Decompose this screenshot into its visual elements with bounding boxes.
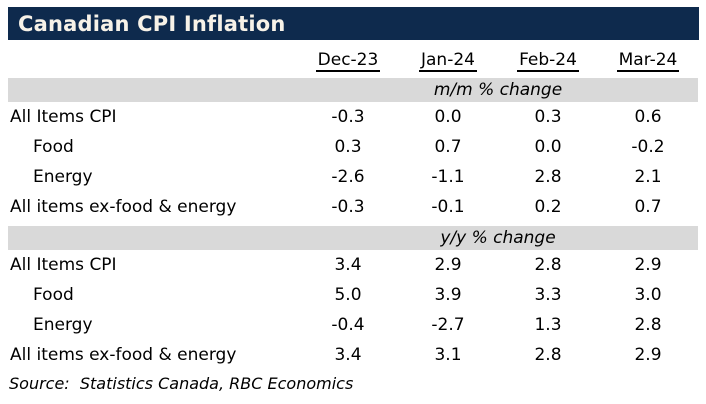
cell-value: 3.3 <box>534 285 562 305</box>
cpi-table: Dec-23 Jan-24 Feb-24 Mar-24 m/m % change… <box>8 46 698 370</box>
cell-value: 2.1 <box>634 167 662 187</box>
cell-value: 2.8 <box>534 255 562 275</box>
row-label: All Items CPI <box>10 107 117 127</box>
cell-value: 5.0 <box>334 285 362 305</box>
row-label: All items ex-food & energy <box>10 197 237 217</box>
cell-value: 0.7 <box>434 137 462 157</box>
cell-value: 0.2 <box>534 197 562 217</box>
column-header-label: Jan-24 <box>419 50 477 73</box>
row-label: Food <box>33 137 74 157</box>
cell-value: 3.0 <box>634 285 662 305</box>
cell-value: 2.9 <box>634 255 662 275</box>
column-header-row: Dec-23 Jan-24 Feb-24 Mar-24 <box>8 46 698 76</box>
column-header-jan-24: Jan-24 <box>398 50 498 73</box>
cell-value: -0.1 <box>431 197 465 217</box>
cell-value: 2.8 <box>534 167 562 187</box>
cell-value: 0.3 <box>334 137 362 157</box>
column-header-dec-23: Dec-23 <box>298 50 398 73</box>
cell-value: 0.0 <box>534 137 562 157</box>
table-row-ex-food-energy-yy: All items ex-food & energy 3.4 3.1 2.8 2… <box>8 340 698 370</box>
column-header-label: Feb-24 <box>517 50 579 73</box>
cell-value: 0.6 <box>634 107 662 127</box>
table-row-food-yy: Food 5.0 3.9 3.3 3.0 <box>8 280 698 310</box>
column-header-label: Dec-23 <box>315 50 381 73</box>
table-row-all-items-cpi-yy: All Items CPI 3.4 2.9 2.8 2.9 <box>8 250 698 280</box>
row-label: Food <box>33 285 74 305</box>
cell-value: -0.2 <box>631 137 665 157</box>
cell-value: 1.3 <box>534 315 562 335</box>
table-row-ex-food-energy-mm: All items ex-food & energy -0.3 -0.1 0.2… <box>8 192 698 222</box>
cell-value: 0.0 <box>434 107 462 127</box>
row-label: Energy <box>33 315 93 335</box>
cell-value: 2.8 <box>634 315 662 335</box>
cell-value: 3.4 <box>334 345 362 365</box>
row-label: All items ex-food & energy <box>10 345 237 365</box>
section-header-label: m/m % change <box>433 80 563 100</box>
cell-value: 2.8 <box>534 345 562 365</box>
column-header-label: Mar-24 <box>616 50 680 73</box>
table-row-all-items-cpi-mm: All Items CPI -0.3 0.0 0.3 0.6 <box>8 102 698 132</box>
cell-value: 3.1 <box>434 345 462 365</box>
cell-value: 0.3 <box>534 107 562 127</box>
table-row-food-mm: Food 0.3 0.7 0.0 -0.2 <box>8 132 698 162</box>
cell-value: -0.4 <box>331 315 365 335</box>
cell-value: 3.4 <box>334 255 362 275</box>
cell-value: -1.1 <box>431 167 465 187</box>
column-header-mar-24: Mar-24 <box>598 50 698 73</box>
row-label: Energy <box>33 167 93 187</box>
page-title: Canadian CPI Inflation <box>18 11 286 36</box>
table-row-energy-mm: Energy -2.6 -1.1 2.8 2.1 <box>8 162 698 192</box>
cell-value: -0.3 <box>331 197 365 217</box>
column-header-feb-24: Feb-24 <box>498 50 598 73</box>
cell-value: 0.7 <box>634 197 662 217</box>
cell-value: -0.3 <box>331 107 365 127</box>
cell-value: 2.9 <box>634 345 662 365</box>
cell-value: 2.9 <box>434 255 462 275</box>
cell-value: -2.7 <box>431 315 465 335</box>
section-header-label: y/y % change <box>440 228 556 248</box>
row-label: All Items CPI <box>10 255 117 275</box>
title-bar: Canadian CPI Inflation <box>8 7 699 40</box>
cell-value: -2.6 <box>331 167 365 187</box>
cell-value: 3.9 <box>434 285 462 305</box>
source-note: Source: Statistics Canada, RBC Economics <box>9 374 354 393</box>
section-header-yy-change: y/y % change <box>8 226 698 250</box>
section-header-mm-change: m/m % change <box>8 78 698 102</box>
table-row-energy-yy: Energy -0.4 -2.7 1.3 2.8 <box>8 310 698 340</box>
